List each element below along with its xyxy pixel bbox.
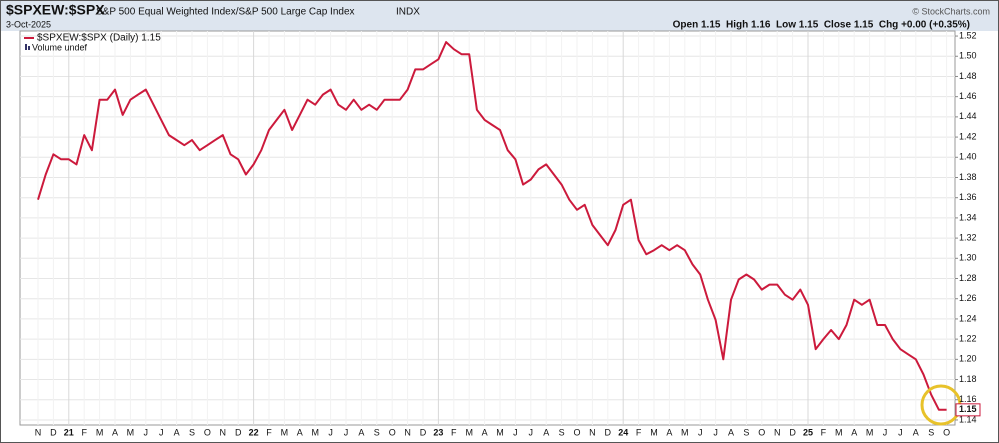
x-tick-label: A (482, 427, 488, 437)
x-tick-label: J (513, 427, 518, 437)
x-tick-label: N (220, 427, 227, 437)
y-tick-label: 1.20 (959, 354, 977, 364)
volume-icon (25, 44, 27, 50)
x-tick-label: O (943, 427, 950, 437)
x-tick-label: M (281, 427, 289, 437)
x-tick-label: M (96, 427, 104, 437)
x-tick-label: M (465, 427, 473, 437)
x-tick-label: J (159, 427, 164, 437)
y-tick-label: 1.52 (959, 30, 977, 40)
x-tick-label: S (189, 427, 195, 437)
x-tick-label: M (866, 427, 874, 437)
x-tick-label: F (81, 427, 87, 437)
line-series (37, 41, 947, 411)
x-tick-label: J (328, 427, 333, 437)
x-tick-label: M (127, 427, 135, 437)
x-tick-label: F (451, 427, 457, 437)
x-tick-label: 22 (249, 427, 259, 437)
x-tick-label: S (928, 427, 934, 437)
y-tick-label: 1.48 (959, 71, 977, 81)
last-value-box (955, 403, 981, 417)
x-tick-label: A (174, 427, 180, 437)
header-band (1, 1, 998, 31)
legend-entry: $SPXEW:$SPX (Daily) 1.15 (37, 33, 161, 44)
y-tick-label: 1.40 (959, 152, 977, 162)
x-tick-label: D (605, 427, 612, 437)
y-tick-label: 1.36 (959, 192, 977, 202)
volume-label: Volume undef (32, 42, 88, 52)
x-tick-label: M (835, 427, 843, 437)
x-tick-label: A (543, 427, 549, 437)
x-tick-label: D (50, 427, 57, 437)
x-tick-label: O (389, 427, 396, 437)
x-tick-label: N (35, 427, 42, 437)
y-tick-label: 1.50 (959, 51, 977, 61)
x-tick-label: J (529, 427, 534, 437)
x-tick-label: M (650, 427, 658, 437)
x-tick-label: J (698, 427, 703, 437)
x-tick-label: A (297, 427, 303, 437)
x-tick-label: F (266, 427, 272, 437)
y-tick-label: 1.34 (959, 212, 977, 222)
x-tick-label: A (112, 427, 118, 437)
date: 3-Oct-2025 (6, 19, 51, 29)
x-tick-label: D (420, 427, 427, 437)
x-tick-label: A (358, 427, 364, 437)
y-tick-label: 1.38 (959, 172, 977, 182)
x-tick-label: M (681, 427, 689, 437)
x-tick-label: O (758, 427, 765, 437)
x-tick-label: S (743, 427, 749, 437)
x-tick-label: M (311, 427, 319, 437)
x-tick-label: J (898, 427, 903, 437)
x-tick-label: M (496, 427, 504, 437)
quote: Open 1.15 High 1.16 Low 1.15 Close 1.15 … (673, 20, 970, 31)
x-tick-label: N (404, 427, 411, 437)
y-tick-label: 1.46 (959, 91, 977, 101)
x-tick-label: J (144, 427, 149, 437)
x-tick-label: 24 (618, 427, 628, 437)
watermark: © StockCharts.com (912, 6, 990, 16)
volume-icon (28, 46, 30, 50)
x-tick-label: O (573, 427, 580, 437)
x-tick-label: F (636, 427, 642, 437)
y-tick-label: 1.18 (959, 374, 977, 384)
x-tick-label: 21 (64, 427, 74, 437)
chart-subtitle: S&P 500 Equal Weighted Index/S&P 500 Lar… (96, 7, 355, 18)
y-tick-label: 1.14 (959, 414, 977, 424)
exchange: INDX (396, 7, 420, 18)
y-tick-label: 1.24 (959, 313, 977, 323)
x-tick-label: A (851, 427, 857, 437)
x-tick-label: J (713, 427, 718, 437)
x-tick-label: A (728, 427, 734, 437)
x-tick-label: D (235, 427, 242, 437)
y-tick-label: 1.26 (959, 293, 977, 303)
last-value-label: 1.15 (959, 404, 977, 414)
y-tick-label: 1.16 (959, 394, 977, 404)
x-tick-label: F (821, 427, 827, 437)
x-tick-label: N (774, 427, 781, 437)
chart-title: $SPXEW:$SPX (6, 2, 105, 18)
y-tick-label: 1.42 (959, 131, 977, 141)
x-tick-label: A (666, 427, 672, 437)
x-tick-label: A (913, 427, 919, 437)
x-tick-label: O (204, 427, 211, 437)
x-tick-label: S (559, 427, 565, 437)
y-tick-label: 1.22 (959, 334, 977, 344)
x-tick-label: J (344, 427, 349, 437)
x-tick-label: 23 (433, 427, 443, 437)
y-tick-label: 1.32 (959, 232, 977, 242)
x-tick-label: S (374, 427, 380, 437)
y-tick-label: 1.30 (959, 253, 977, 263)
x-tick-label: 25 (803, 427, 813, 437)
y-tick-label: 1.44 (959, 111, 977, 121)
y-tick-label: 1.28 (959, 273, 977, 283)
x-tick-label: D (789, 427, 796, 437)
x-tick-label: J (883, 427, 888, 437)
plot-area (19, 30, 956, 426)
x-tick-label: N (589, 427, 596, 437)
